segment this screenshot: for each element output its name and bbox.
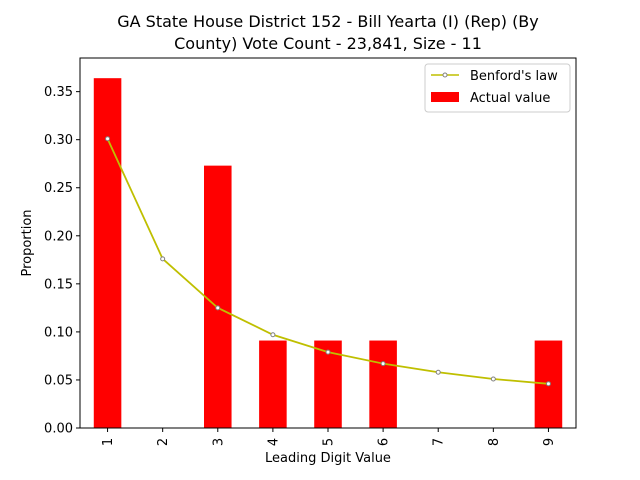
x-tick-label: 7 (432, 438, 447, 446)
x-tick-label: 4 (266, 438, 281, 446)
legend-label-benford: Benford's law (470, 69, 558, 84)
x-tick-label: 6 (377, 438, 392, 446)
bar-1 (93, 78, 122, 428)
bar-4 (259, 340, 287, 428)
y-tick-label: 0.20 (44, 229, 73, 244)
y-tick-label: 0.00 (44, 422, 73, 437)
y-axis: 0.00 0.05 0.10 0.15 0.20 0.25 0.30 0.35 (44, 85, 80, 437)
benford-point-7 (435, 369, 441, 375)
legend-line-marker (442, 72, 448, 78)
legend-label-actual: Actual value (470, 91, 550, 106)
benford-line-series (105, 136, 551, 387)
benford-point-1 (105, 136, 111, 142)
x-tick-label: 5 (322, 438, 337, 446)
x-tick-label: 8 (487, 438, 502, 446)
bar-3 (204, 165, 232, 429)
x-axis-label: Leading Digit Value (265, 451, 391, 466)
x-axis: 1 2 3 4 5 6 7 8 9 (101, 428, 557, 446)
benford-point-4 (270, 332, 276, 338)
y-tick-label: 0.25 (44, 181, 73, 196)
benford-point-3 (215, 305, 221, 311)
legend-box (424, 63, 571, 113)
legend-bar-swatch (431, 92, 459, 102)
benford-point-8 (490, 376, 496, 382)
y-tick-label: 0.35 (44, 85, 73, 100)
benford-point-2 (160, 256, 166, 262)
bar-series (93, 78, 563, 429)
x-tick-label: 9 (542, 438, 557, 446)
y-tick-label: 0.05 (44, 373, 73, 388)
y-tick-label: 0.30 (44, 133, 73, 148)
y-tick-label: 0.10 (44, 325, 73, 340)
x-tick-label: 3 (211, 438, 226, 446)
bar-5 (314, 340, 342, 428)
bar-6 (369, 340, 397, 428)
plot-area (79, 57, 577, 429)
chart-title-line-2: County) Vote Count - 23,841, Size - 11 (174, 34, 482, 53)
legend: Benford's law Actual value (424, 63, 571, 113)
benford-point-9 (545, 381, 551, 387)
benford-point-6 (380, 361, 386, 367)
y-axis-label: Proportion (20, 209, 35, 276)
y-tick-label: 0.15 (44, 277, 73, 292)
chart-title-line-1: GA State House District 152 - Bill Yeart… (117, 12, 539, 31)
benford-point-5 (325, 349, 331, 355)
x-tick-label: 2 (156, 438, 171, 446)
x-tick-label: 1 (101, 438, 116, 446)
